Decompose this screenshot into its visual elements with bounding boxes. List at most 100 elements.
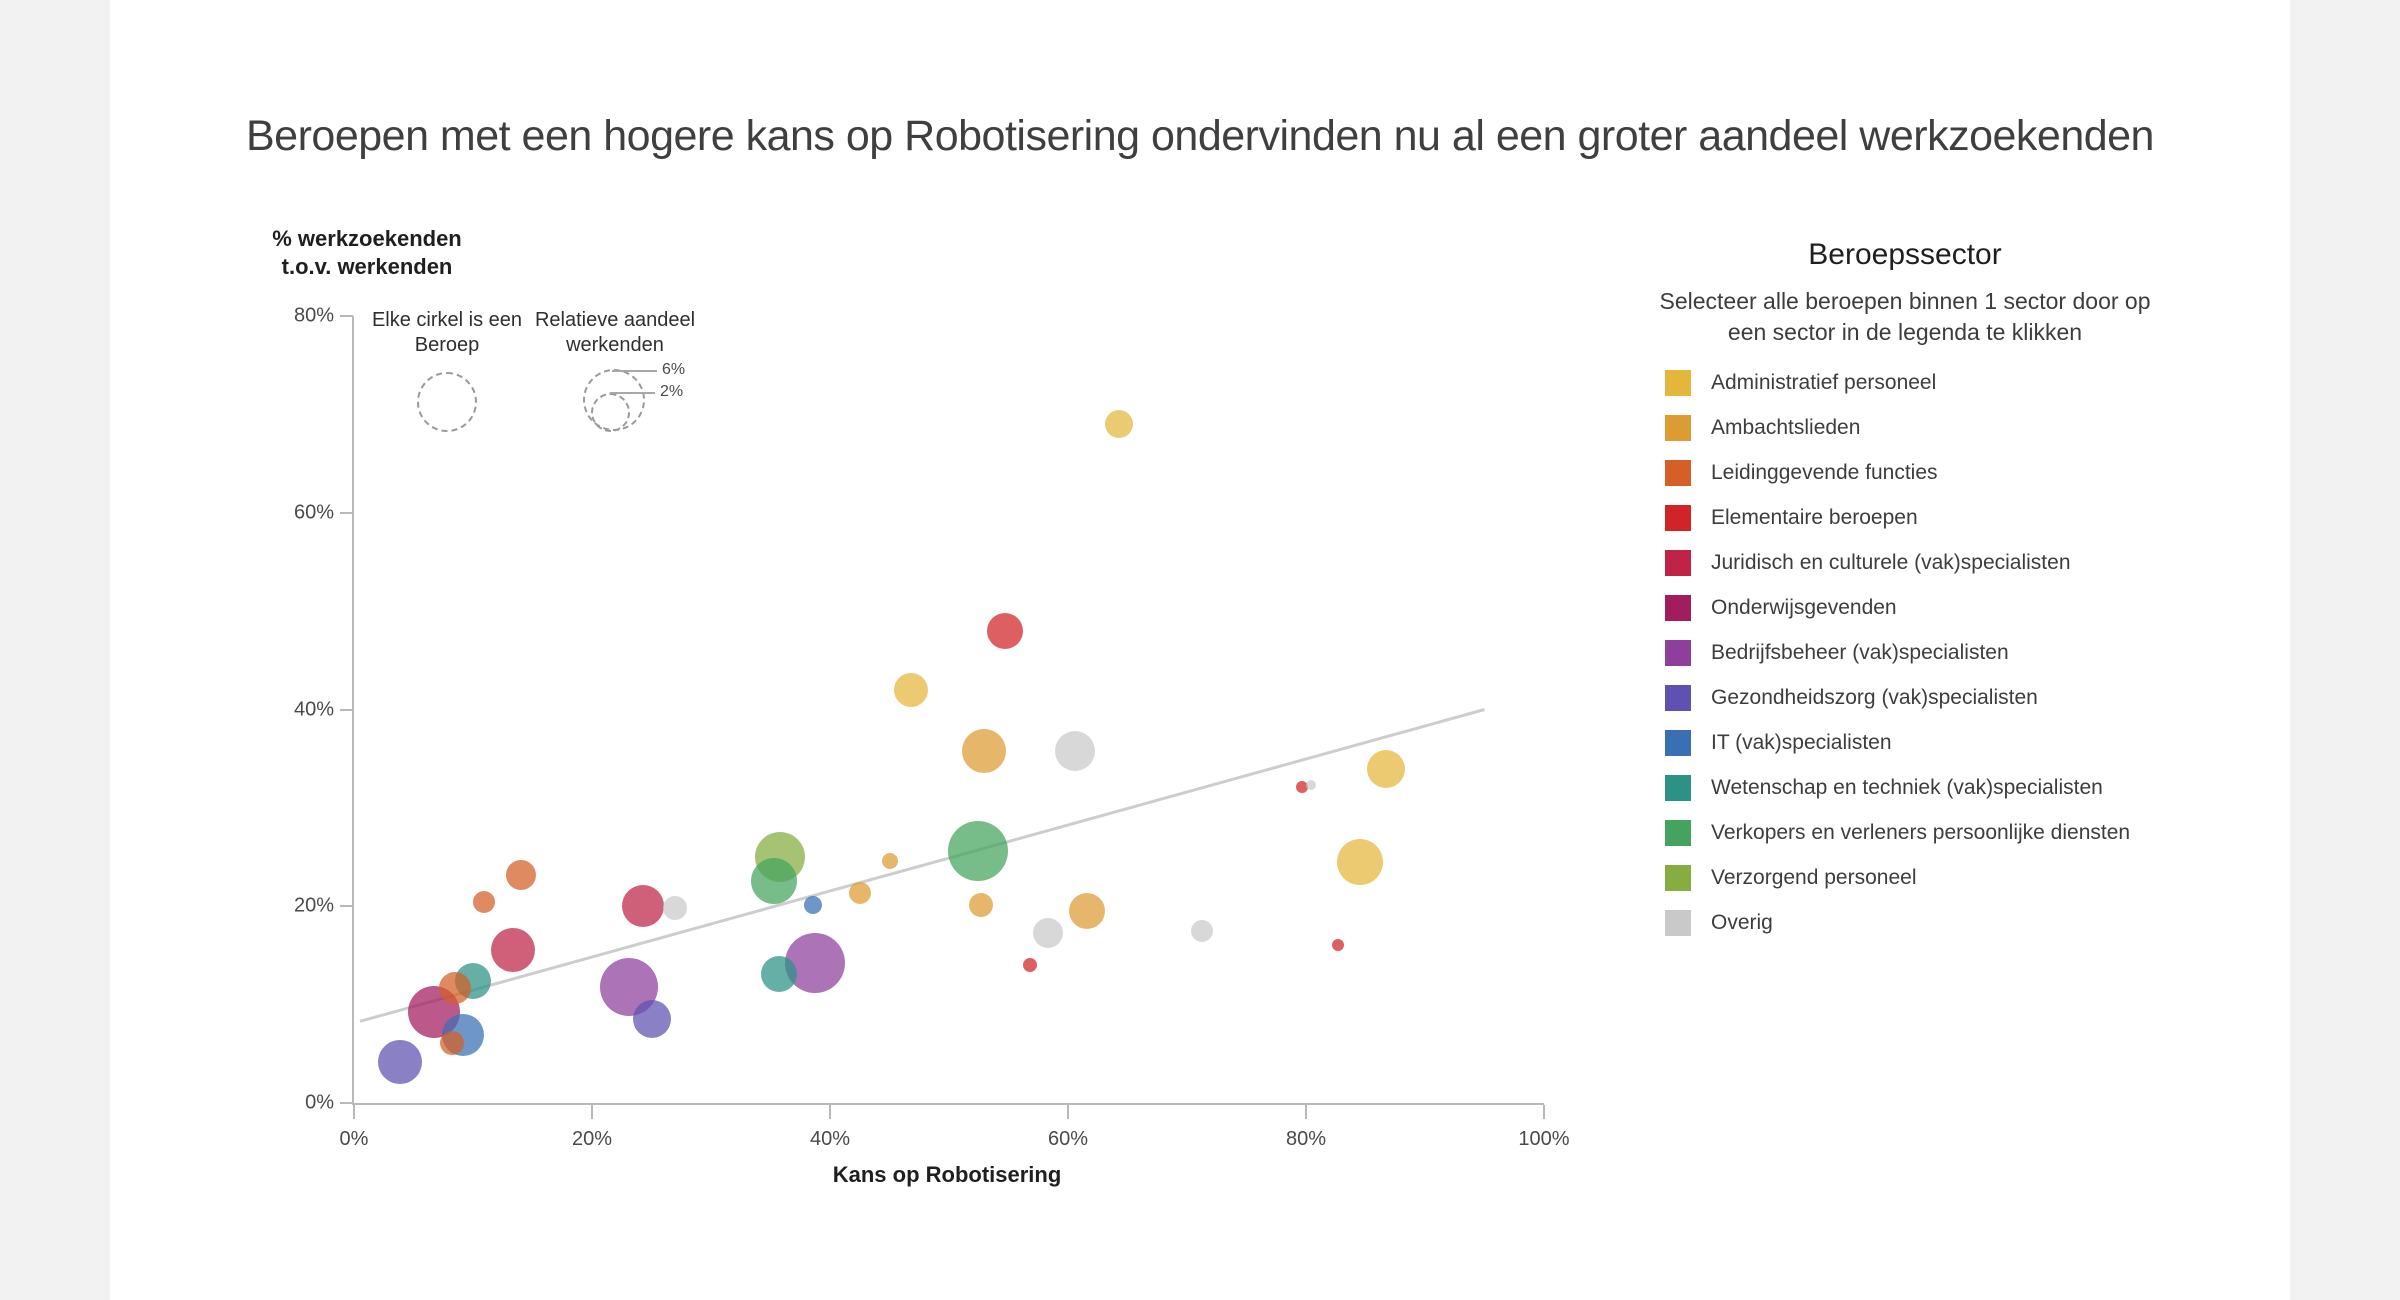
bubble-gezondheidszorg[interactable]: [378, 1039, 423, 1084]
x-tick-label: 20%: [571, 1128, 613, 1150]
legend-swatch-verkopers[interactable]: [1665, 820, 1691, 846]
legend-item-wetenschap[interactable]: Wetenschap en techniek (vak)specialisten: [1665, 775, 2300, 801]
trend-line: [359, 708, 1485, 1023]
bubble-it[interactable]: [804, 896, 823, 915]
x-tick-mark: [1305, 1105, 1307, 1119]
legend-subtitle-line1: Selecteer alle beroepen binnen 1 sector …: [1659, 288, 2151, 314]
x-tick-mark: [591, 1105, 593, 1119]
legend-swatch-verzorgend[interactable]: [1665, 865, 1691, 891]
legend-swatch-elementaire[interactable]: [1665, 505, 1691, 531]
plot-area: 0% 20% 40% 60% 80% 0% 20% 40% 60% 80% 100%: [294, 305, 1570, 1151]
legend-label: IT (vak)specialisten: [1711, 731, 1892, 754]
legend-item-verzorgend[interactable]: Verzorgend personeel: [1665, 865, 2300, 891]
bubble-elementaire[interactable]: [986, 612, 1023, 649]
legend-swatch-wetenschap[interactable]: [1665, 775, 1691, 801]
bubble-verkopers[interactable]: [751, 857, 798, 904]
bubble-overig[interactable]: [1032, 917, 1063, 948]
x-tick-label: 40%: [809, 1128, 851, 1150]
y-tick-label: 20%: [293, 894, 334, 917]
legend-swatch-juridisch[interactable]: [1665, 550, 1691, 576]
bubble-juridisch[interactable]: [622, 885, 665, 928]
legend-swatch-gezondheidszorg[interactable]: [1665, 685, 1691, 711]
legend-item-administratief[interactable]: Administratief personeel: [1665, 370, 2300, 396]
bubble-administratief[interactable]: [893, 672, 928, 707]
y-tick-mark: [340, 315, 353, 317]
bubble-administratief[interactable]: [1366, 749, 1405, 788]
legend-item-overig[interactable]: Overig: [1665, 910, 2300, 936]
legend-label: Leidinggevende functies: [1711, 461, 1938, 484]
legend-item-juridisch[interactable]: Juridisch en culturele (vak)specialisten: [1665, 550, 2300, 576]
legend-swatch-leidinggevende[interactable]: [1665, 460, 1691, 486]
legend-swatch-administratief[interactable]: [1665, 370, 1691, 396]
bubble-elementaire[interactable]: [1332, 938, 1345, 951]
x-tick-label: 0%: [339, 1128, 369, 1150]
circle-annotation-line2: Beroep: [414, 334, 480, 356]
legend-swatch-overig[interactable]: [1665, 910, 1691, 936]
bubble-bedrijfsbeheer[interactable]: [784, 933, 845, 994]
y-tick-mark: [340, 905, 353, 908]
legend-label: Verkopers en verleners persoonlijke dien…: [1711, 821, 2131, 844]
x-tick-mark: [1543, 1105, 1545, 1119]
bubble-ambachtslieden[interactable]: [961, 728, 1006, 773]
bubble-elementaire[interactable]: [1296, 781, 1309, 794]
bubble-ambachtslieden[interactable]: [848, 882, 871, 905]
y-tick-label: 0%: [305, 1091, 334, 1114]
bubble-leidinggevende[interactable]: [439, 971, 472, 1004]
bubble-administratief[interactable]: [1105, 410, 1134, 439]
bubble-overig[interactable]: [1191, 919, 1214, 942]
legend-label: Overig: [1711, 911, 1773, 934]
x-tick-mark: [1067, 1105, 1069, 1119]
legend-swatch-ambachtslieden[interactable]: [1665, 415, 1691, 441]
legend-label: Ambachtslieden: [1711, 416, 1861, 439]
legend-item-verkopers[interactable]: Verkopers en verleners persoonlijke dien…: [1665, 820, 2300, 846]
bubble-gezondheidszorg[interactable]: [632, 1000, 671, 1039]
bubble-leidinggevende[interactable]: [439, 1030, 464, 1055]
size-annotation-line1: Relatieve aandeel: [534, 309, 696, 331]
legend-title: Beroepssector: [1808, 238, 2002, 271]
bubble-overig[interactable]: [1055, 730, 1096, 771]
legend-label: Bedrijfsbeheer (vak)specialisten: [1711, 641, 2009, 664]
legend-swatch-bedrijfsbeheer[interactable]: [1665, 640, 1691, 666]
y-tick-mark: [340, 511, 353, 514]
legend-swatch-it[interactable]: [1665, 730, 1691, 756]
bubble-ambachtslieden[interactable]: [1069, 893, 1106, 930]
legend-item-gezondheidszorg[interactable]: Gezondheidszorg (vak)specialisten: [1665, 685, 2300, 711]
bubble-overig[interactable]: [663, 896, 688, 921]
bubble-leidinggevende[interactable]: [472, 891, 495, 914]
legend-item-ambachtslieden[interactable]: Ambachtslieden: [1665, 415, 2300, 441]
bubble-wetenschap[interactable]: [760, 956, 797, 993]
bubble-overig[interactable]: [1305, 780, 1316, 791]
chart-card: Beroepen met een hogere kans op Robotise…: [110, 0, 2290, 1300]
legend-item-onderwijsgevenden[interactable]: Onderwijsgevenden: [1665, 595, 2300, 621]
example-circle-icon: [417, 372, 477, 432]
legend-item-leidinggevende[interactable]: Leidinggevende functies: [1665, 460, 2300, 486]
legend-swatch-onderwijsgevenden[interactable]: [1665, 595, 1691, 621]
x-tick-label: 100%: [1518, 1128, 1570, 1150]
legend-item-elementaire[interactable]: Elementaire beroepen: [1665, 505, 2300, 531]
x-tick-label: 60%: [1047, 1128, 1089, 1150]
circle-annotation: Elke cirkel is een Beroep: [352, 308, 542, 358]
chart-title: Beroepen met een hogere kans op Robotise…: [246, 112, 2154, 160]
size-legend-leader-large: [612, 370, 657, 372]
size-annotation: Relatieve aandeel werkenden: [515, 308, 715, 358]
bubble-ambachtslieden[interactable]: [881, 852, 898, 869]
bubble-leidinggevende[interactable]: [505, 859, 536, 890]
size-legend-leader-small: [610, 392, 655, 394]
bubble-administratief[interactable]: [1336, 838, 1383, 885]
y-tick-label: 60%: [293, 501, 334, 524]
legend-subtitle: Selecteer alle beroepen binnen 1 sector …: [1510, 286, 2300, 348]
bubble-juridisch[interactable]: [491, 927, 536, 972]
legend-item-bedrijfsbeheer[interactable]: Bedrijfsbeheer (vak)specialisten: [1665, 640, 2300, 666]
bubble-ambachtslieden[interactable]: [969, 893, 994, 918]
legend-subtitle-line2: een sector in de legenda te klikken: [1727, 319, 2083, 345]
y-axis-title-line1: % werkzoekenden: [272, 226, 462, 251]
legend-label: Verzorgend personeel: [1711, 866, 1917, 889]
legend-item-it[interactable]: IT (vak)specialisten: [1665, 730, 2300, 756]
bubble-verkopers[interactable]: [947, 821, 1008, 882]
legend-label: Onderwijsgevenden: [1711, 596, 1897, 619]
size-annotation-line2: werkenden: [566, 334, 664, 356]
legend-label: Juridisch en culturele (vak)specialisten: [1711, 551, 2071, 574]
sector-legend: Beroepssector Selecteer alle beroepen bi…: [1510, 238, 2300, 955]
bubble-elementaire[interactable]: [1022, 958, 1037, 973]
